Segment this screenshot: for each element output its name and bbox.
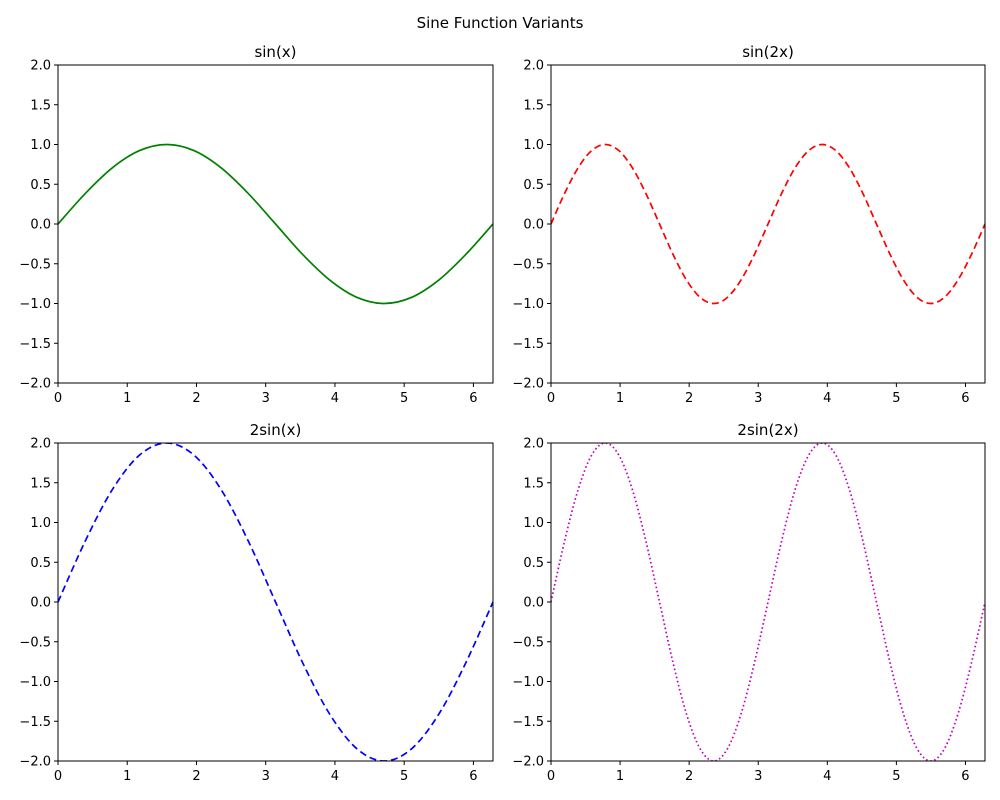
y-tick-label: −0.5: [19, 635, 51, 650]
y-tick-label: −1.0: [512, 675, 544, 690]
y-tick-label: 0.5: [523, 178, 544, 193]
y-tick-label: −0.5: [19, 257, 51, 272]
y-tick-label: −1.0: [19, 675, 51, 690]
y-tick-label: 2.0: [523, 59, 544, 74]
x-tick-label: 0: [547, 769, 555, 784]
y-tick-label: 1.0: [30, 138, 51, 153]
x-tick-label: 6: [469, 391, 477, 406]
x-tick-label: 5: [892, 391, 900, 406]
y-tick-label: 0.5: [523, 556, 544, 571]
subplot-title: 2sin(2x): [737, 421, 798, 439]
x-tick-label: 0: [547, 391, 555, 406]
figure-title: Sine Function Variants: [417, 14, 584, 32]
y-tick-label: 0.0: [30, 218, 51, 233]
x-tick-label: 5: [892, 769, 900, 784]
x-tick-label: 5: [400, 769, 408, 784]
x-tick-label: 3: [754, 391, 762, 406]
x-tick-label: 6: [469, 769, 477, 784]
y-tick-label: −1.5: [19, 337, 51, 352]
y-tick-label: −0.5: [512, 257, 544, 272]
y-tick-label: 1.0: [30, 516, 51, 531]
subplot-2: 0 1 2 3 4 5 6 −2.0 −1.5 −1.0 −0.5 0.0 0.5 1.0 1.5 2.0 si…: [512, 43, 986, 406]
x-tick-label: 1: [123, 391, 131, 406]
y-tick-label: 0.0: [523, 596, 544, 611]
x-tick-label: 1: [616, 391, 624, 406]
x-tick-label: 1: [123, 769, 131, 784]
x-tick-label: 3: [262, 391, 270, 406]
y-tick-label: −2.0: [512, 755, 544, 770]
x-tick-label: 4: [331, 769, 339, 784]
subplot-grid: 0 1 2 3 4 5 6 −2.0 −1.5 −1.0 −0.5 0.0 0.5 1.0 1.5 2.0 si…: [19, 43, 986, 784]
x-tick-label: 6: [961, 769, 969, 784]
subplot-1: 0 1 2 3 4 5 6 −2.0 −1.5 −1.0 −0.5 0.0 0.5 1.0 1.5 2.0 si…: [19, 43, 494, 406]
subplot-title: sin(2x): [742, 43, 794, 61]
y-tick-label: 1.5: [523, 476, 544, 491]
x-tick-label: 0: [54, 769, 62, 784]
x-tick-label: 4: [331, 391, 339, 406]
y-tick-label: 0.5: [30, 556, 51, 571]
series-line-1: [58, 143, 493, 305]
x-tick-label: 4: [823, 769, 831, 784]
y-tick-label: −1.0: [512, 297, 544, 312]
y-tick-label: −2.0: [19, 755, 51, 770]
y-tick-label: −2.0: [512, 377, 544, 392]
y-tick-label: −1.5: [512, 337, 544, 352]
y-tick-label: −1.0: [19, 297, 51, 312]
y-tick-label: 0.0: [523, 218, 544, 233]
y-tick-label: −1.5: [512, 715, 544, 730]
subplot-4: 0 1 2 3 4 5 6 −2.0 −1.5 −1.0 −0.5 0.0 0.5 1.0 1.5 2.0 2s…: [512, 421, 986, 784]
y-tick-label: 1.0: [523, 516, 544, 531]
y-tick-label: 1.0: [523, 138, 544, 153]
x-tick-label: 2: [192, 769, 200, 784]
y-tick-label: 2.0: [523, 437, 544, 452]
x-tick-label: 3: [754, 769, 762, 784]
y-tick-label: 2.0: [30, 59, 51, 74]
x-tick-label: 2: [685, 769, 693, 784]
y-tick-label: −1.5: [19, 715, 51, 730]
subplot-3: 0 1 2 3 4 5 6 −2.0 −1.5 −1.0 −0.5 0.0 0.5 1.0 1.5 2.0 2s…: [19, 421, 494, 784]
subplot-title: 2sin(x): [250, 421, 302, 439]
y-tick-label: 1.5: [30, 98, 51, 113]
x-tick-label: 0: [54, 391, 62, 406]
x-tick-label: 3: [262, 769, 270, 784]
y-tick-label: 1.5: [523, 98, 544, 113]
series-line-1: [551, 143, 985, 305]
x-tick-label: 2: [685, 391, 693, 406]
y-tick-label: 2.0: [30, 437, 51, 452]
x-tick-label: 1: [616, 769, 624, 784]
y-tick-label: 0.0: [30, 596, 51, 611]
y-tick-label: −0.5: [512, 635, 544, 650]
x-tick-label: 6: [961, 391, 969, 406]
y-tick-label: 1.5: [30, 476, 51, 491]
x-tick-label: 4: [823, 391, 831, 406]
y-tick-label: −2.0: [19, 377, 51, 392]
y-tick-label: 0.5: [30, 178, 51, 193]
x-tick-label: 5: [400, 391, 408, 406]
series-line-1: [58, 443, 493, 761]
subplot-title: sin(x): [254, 43, 296, 61]
x-tick-label: 2: [192, 391, 200, 406]
